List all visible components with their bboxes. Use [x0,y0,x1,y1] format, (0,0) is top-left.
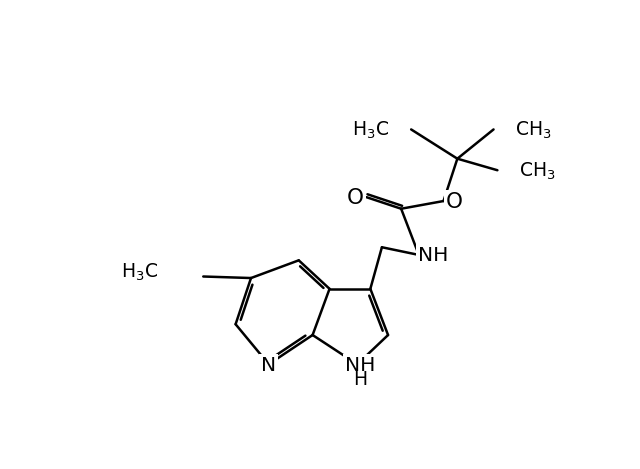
Text: NH: NH [345,356,376,375]
Text: O: O [446,192,463,212]
Text: O: O [348,188,364,208]
Text: NH: NH [417,246,448,265]
Text: CH$_3$: CH$_3$ [519,160,556,182]
Text: H: H [353,370,367,389]
Text: H$_3$C: H$_3$C [353,120,390,141]
Text: CH$_3$: CH$_3$ [515,120,552,141]
Text: H$_3$C: H$_3$C [122,261,159,282]
Text: N: N [261,356,276,375]
